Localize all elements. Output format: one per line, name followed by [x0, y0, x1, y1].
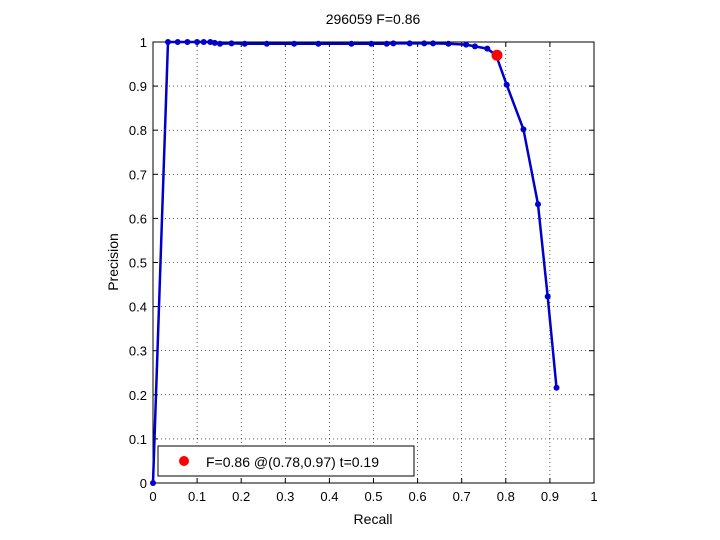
pr-curve-point	[241, 40, 248, 47]
y-tick-label: 1	[140, 35, 147, 50]
x-tick-label: 0.1	[188, 489, 206, 504]
pr-curve-point	[463, 41, 470, 48]
pr-curve-point	[471, 43, 478, 50]
pr-curve-point	[503, 81, 510, 88]
pr-curve-point	[211, 39, 218, 46]
pr-curve-point	[520, 126, 527, 133]
x-tick-label: 0.3	[276, 489, 294, 504]
y-tick-label: 0.3	[129, 344, 147, 359]
x-tick-label: 0.7	[453, 489, 471, 504]
x-tick-label: 0.4	[320, 489, 338, 504]
y-axis-title: Precision	[105, 233, 121, 291]
pr-curve-point	[200, 39, 207, 45]
y-tick-label: 0	[140, 476, 147, 491]
legend-box	[157, 445, 415, 477]
pr-curve-point	[194, 39, 201, 45]
pr-curve-point	[348, 40, 355, 47]
x-tick-label: 0.6	[409, 489, 427, 504]
pr-curve-point	[390, 40, 397, 47]
pr-curve-point	[445, 40, 452, 47]
x-tick-label: 0.5	[364, 489, 382, 504]
tick-labels: 0 0.1 0.2 0.3 0.4 0.5 0.6 0.7 0.8 0.9 1 0 0.1 0.2 0.3 0…	[129, 35, 598, 504]
pr-curve-point	[553, 384, 560, 391]
pr-curve-point	[184, 39, 191, 45]
pr-curve-point	[406, 40, 413, 47]
legend-marker-icon	[179, 456, 189, 466]
pr-curve-point	[421, 40, 428, 47]
y-tick-label: 0.1	[129, 432, 147, 447]
pr-curve-point	[430, 40, 437, 47]
legend-label: F=0.86 @(0.78,0.97) t=0.19	[206, 454, 379, 470]
pr-curve-point	[228, 40, 235, 47]
y-tick-label: 0.6	[129, 211, 147, 226]
x-axis-title: Recall	[354, 511, 393, 527]
x-tick-label: 0	[149, 489, 156, 504]
y-tick-label: 0.2	[129, 388, 147, 403]
legend: F=0.86 @(0.78,0.97) t=0.19	[157, 445, 415, 477]
pr-curve-point	[368, 40, 375, 47]
grid	[153, 42, 594, 483]
pr-curve-point	[150, 480, 156, 486]
y-tick-label: 0.7	[129, 167, 147, 182]
x-tick-label: 0.2	[232, 489, 250, 504]
x-tick-label: 0.8	[497, 489, 515, 504]
pr-curve-point	[383, 40, 390, 47]
x-tick-label: 0.9	[541, 489, 559, 504]
pr-curve-point	[217, 40, 224, 47]
x-tick-label: 1	[590, 489, 597, 504]
best-f-point	[491, 49, 503, 61]
y-tick-label: 0.4	[129, 300, 147, 315]
pr-curve-point	[174, 39, 181, 45]
pr-curve-point	[164, 39, 171, 45]
pr-curve-point	[484, 45, 491, 52]
chart-title: 296059 F=0.86	[326, 11, 421, 27]
pr-curve-point	[534, 201, 541, 208]
pr-curve-point	[315, 40, 322, 47]
pr-curve-point	[291, 40, 298, 47]
pr-curve-point	[263, 40, 270, 47]
y-tick-label: 0.8	[129, 123, 147, 138]
pr-curve-point	[544, 293, 551, 300]
y-tick-label: 0.5	[129, 256, 147, 271]
best-f-marker-group	[491, 49, 503, 61]
y-tick-label: 0.9	[129, 79, 147, 94]
